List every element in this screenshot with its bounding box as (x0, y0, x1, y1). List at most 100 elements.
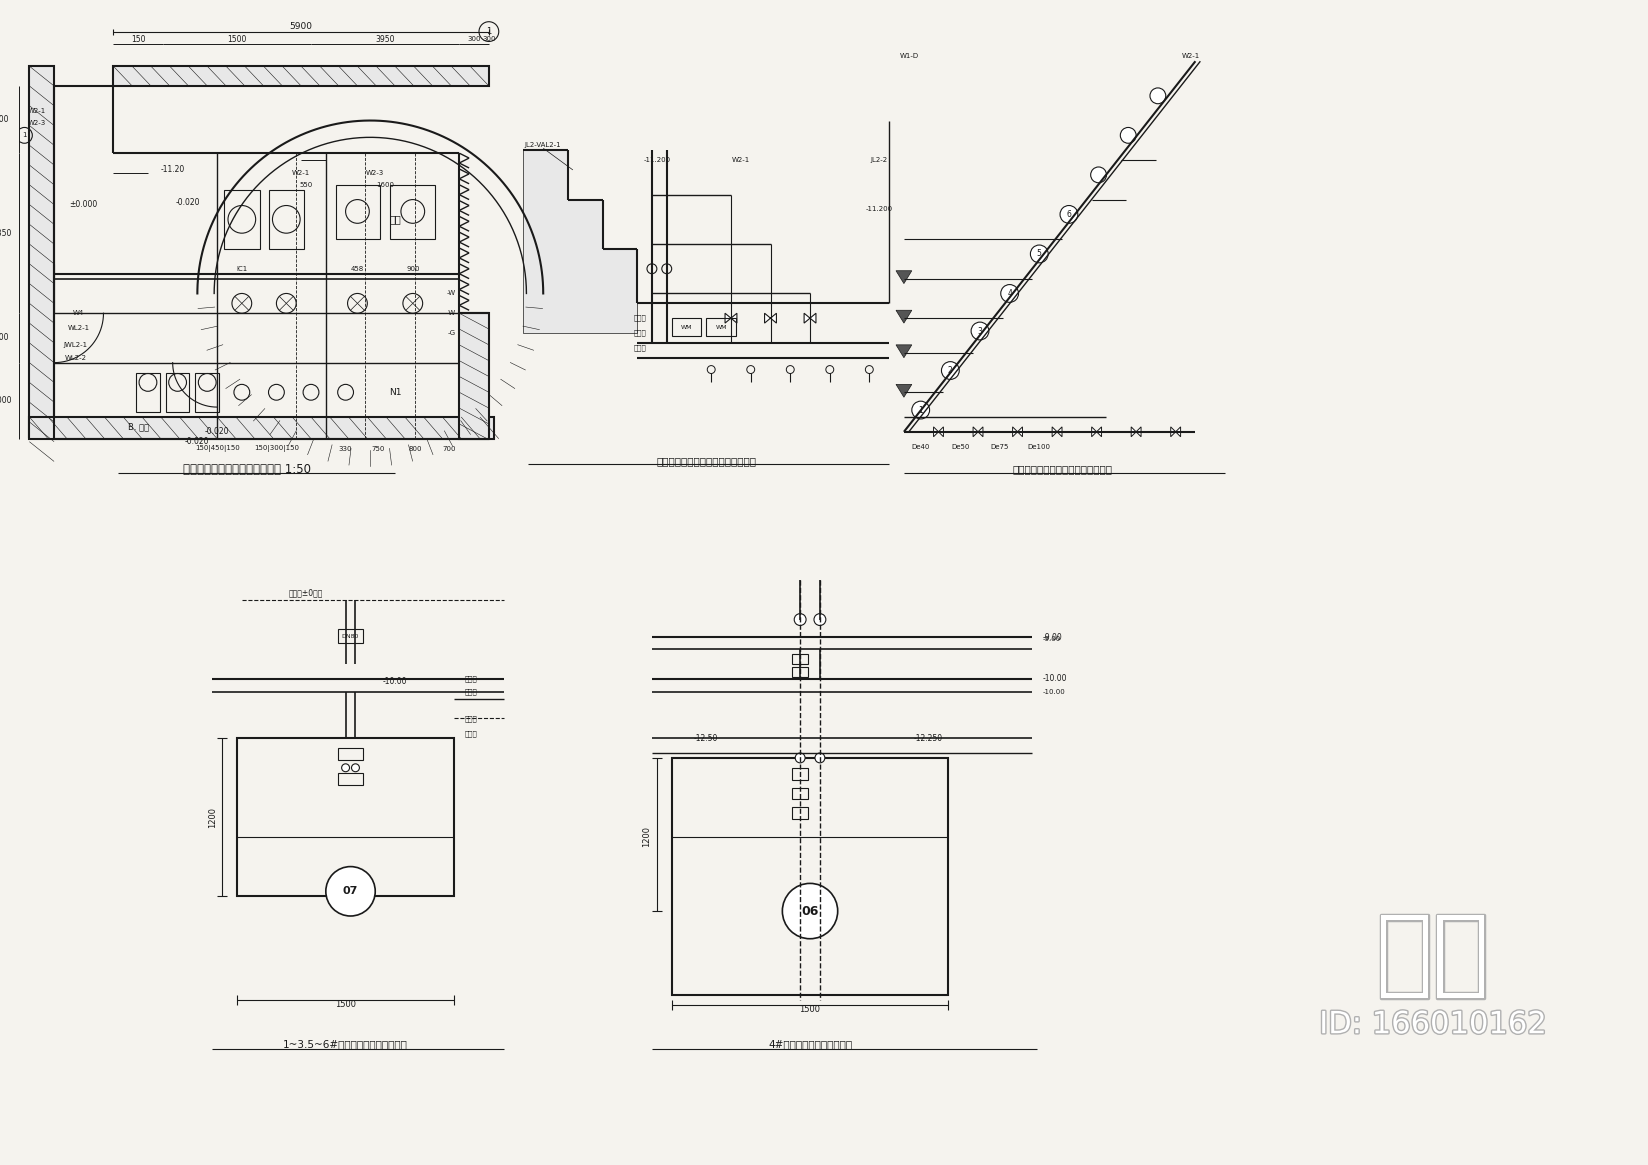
Text: 裙楼地下二层卫生间给排水详图 1:50: 裙楼地下二层卫生间给排水详图 1:50 (183, 463, 311, 475)
Text: 150: 150 (130, 35, 145, 44)
Text: De50: De50 (951, 444, 969, 450)
Text: 1500: 1500 (335, 1001, 356, 1009)
Polygon shape (897, 384, 911, 397)
Text: 07: 07 (343, 887, 358, 896)
Text: W2-1: W2-1 (732, 157, 750, 163)
Bar (224, 190, 260, 249)
Text: -W: -W (447, 290, 456, 296)
Text: 1: 1 (486, 27, 491, 36)
Circle shape (1150, 87, 1165, 104)
Circle shape (1030, 245, 1048, 263)
Bar (166, 373, 190, 412)
Text: W2-1: W2-1 (1182, 54, 1200, 59)
Text: -G: -G (447, 330, 455, 336)
Circle shape (1091, 167, 1106, 183)
Text: 700: 700 (443, 445, 456, 452)
Bar (338, 629, 363, 643)
Text: 3000: 3000 (0, 396, 12, 404)
Text: 3: 3 (977, 326, 982, 336)
Text: W2-3: W2-3 (28, 120, 46, 127)
Text: -11.200: -11.200 (865, 206, 893, 212)
Text: 排水管: 排水管 (465, 730, 476, 736)
Circle shape (814, 614, 826, 626)
Text: 06: 06 (801, 904, 819, 918)
Text: B. 图例: B. 图例 (127, 423, 148, 431)
Polygon shape (524, 150, 638, 333)
Bar (460, 313, 489, 439)
Text: N1: N1 (389, 388, 400, 397)
Text: JL2-2: JL2-2 (870, 157, 888, 163)
Text: -12.50: -12.50 (694, 734, 719, 742)
Text: ±0.000: ±0.000 (69, 200, 97, 209)
Polygon shape (1170, 426, 1180, 437)
Circle shape (1121, 127, 1135, 143)
Polygon shape (1131, 426, 1140, 437)
Text: 1600: 1600 (376, 182, 394, 188)
Text: WL2-2: WL2-2 (64, 354, 87, 361)
Text: 200: 200 (0, 115, 8, 123)
Text: -0.020: -0.020 (185, 437, 209, 446)
Text: -11.200: -11.200 (643, 157, 671, 163)
Text: 排水管: 排水管 (465, 689, 476, 696)
Text: -W: -W (447, 310, 456, 316)
Text: 女卫: 女卫 (389, 214, 400, 225)
Text: De40: De40 (911, 444, 929, 450)
Text: -9.00: -9.00 (1042, 633, 1061, 642)
Text: 300: 300 (468, 36, 481, 42)
Text: 5900: 5900 (290, 22, 313, 31)
Text: W2-3: W2-3 (366, 170, 384, 176)
Circle shape (326, 867, 376, 916)
Polygon shape (972, 426, 982, 437)
Bar (30, 66, 54, 437)
Bar (793, 807, 808, 819)
Text: ID: 166010162: ID: 166010162 (1318, 1010, 1546, 1039)
Text: W4: W4 (73, 310, 84, 316)
Bar (793, 654, 808, 664)
Text: -10.00: -10.00 (382, 677, 407, 686)
Text: 2: 2 (948, 366, 953, 375)
Text: W2-1: W2-1 (292, 170, 310, 176)
Text: 排水管: 排水管 (634, 315, 646, 322)
Bar (114, 66, 489, 86)
Polygon shape (933, 426, 943, 437)
Text: WM: WM (715, 325, 727, 330)
Polygon shape (897, 345, 911, 358)
Polygon shape (1012, 426, 1022, 437)
Polygon shape (765, 313, 776, 323)
Circle shape (794, 614, 806, 626)
Text: 给水管: 给水管 (634, 330, 646, 337)
Bar (336, 185, 381, 239)
Text: 458: 458 (351, 266, 364, 271)
Bar (137, 373, 160, 412)
Text: 800: 800 (409, 445, 422, 452)
Polygon shape (804, 313, 816, 323)
Text: -9.00: -9.00 (1042, 636, 1061, 642)
Bar (338, 772, 363, 784)
Text: 150|450|150: 150|450|150 (194, 445, 239, 452)
Bar (269, 190, 305, 249)
Text: -11.20: -11.20 (160, 165, 185, 175)
Text: 300: 300 (483, 36, 496, 42)
Text: 潜水泵: 潜水泵 (465, 676, 476, 683)
Text: 900: 900 (405, 266, 420, 271)
Bar (707, 318, 737, 336)
Circle shape (816, 753, 826, 763)
Text: 标高为±0以下: 标高为±0以下 (288, 588, 323, 598)
Bar (338, 748, 363, 760)
Circle shape (1060, 205, 1078, 224)
Text: 1500: 1500 (227, 35, 247, 44)
Text: -12.250: -12.250 (915, 734, 943, 742)
Polygon shape (897, 310, 911, 323)
Text: 2350: 2350 (0, 228, 12, 238)
Text: -0.020: -0.020 (204, 428, 229, 437)
Circle shape (351, 764, 359, 771)
Polygon shape (725, 313, 737, 323)
Text: 330: 330 (339, 445, 353, 452)
Bar (672, 758, 948, 995)
Text: 潜水泵: 潜水泵 (465, 715, 476, 721)
Text: 1200: 1200 (208, 806, 216, 827)
Text: 4#集水坑潜水泵系统原理图: 4#集水坑潜水泵系统原理图 (768, 1039, 852, 1050)
Text: 1: 1 (918, 405, 923, 415)
Text: W2-1: W2-1 (28, 107, 46, 114)
Text: 1~3.5~6#集水坑潜水泵系统原理图: 1~3.5~6#集水坑潜水泵系统原理图 (283, 1039, 409, 1050)
